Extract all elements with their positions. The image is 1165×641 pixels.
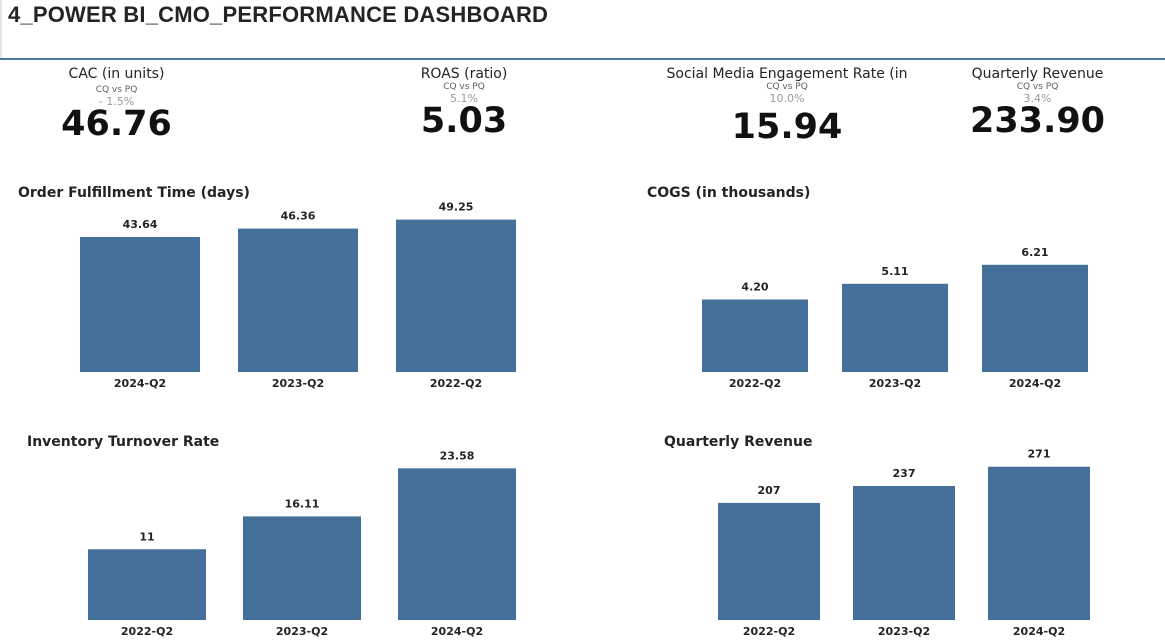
chart-svg: 207 2022-Q2 237 2023-Q2 271 2024-Q2 [718, 448, 1090, 638]
chart-title: COGS (in thousands) [647, 185, 811, 201]
kpi-change: - 1.5% [98, 95, 135, 108]
cogs-chart[interactable]: COGS (in thousands) 4.20 2022-Q2 5.11 2023-… [585, 180, 1165, 395]
page-title: 4_POWER BI_CMO_PERFORMANCE DASHBOARD [8, 2, 549, 27]
bar-2023-Q2[interactable] [853, 485, 955, 620]
x-tick-label: 2023-Q2 [878, 625, 930, 638]
bar-2023-Q2[interactable] [842, 283, 948, 372]
kpi-title: CAC (in units) [68, 66, 165, 82]
kpi-value: 233.90 [969, 101, 1106, 141]
bar-2024-Q2[interactable] [982, 264, 1088, 372]
kpi-value: 5.03 [420, 101, 508, 141]
bar-2022-Q2[interactable] [88, 549, 206, 620]
kpi-title: ROAS (ratio) [420, 66, 508, 82]
inventory-turnover-chart[interactable]: Inventory Turnover Rate 11 2022-Q2 16.11 20… [0, 428, 580, 641]
data-label: 16.11 [285, 497, 320, 510]
order-fulfillment-chart[interactable]: Order Fulfillment Time (days) 43.64 2024-… [0, 180, 580, 395]
kpi-title: Quarterly Revenue [971, 66, 1104, 82]
kpi-change: 3.4% [1023, 92, 1052, 105]
chart-svg: 4.20 2022-Q2 5.11 2023-Q2 6.21 2024-Q2 [702, 246, 1088, 390]
kpi-change: 10.0% [769, 92, 805, 105]
data-label: 5.11 [881, 265, 908, 278]
kpi-compare-label: CQ vs PQ [1016, 82, 1059, 92]
chart-svg: 43.64 2024-Q2 46.36 2023-Q2 49.25 2022-Q2 [80, 201, 516, 390]
x-tick-label: 2024-Q2 [114, 377, 166, 390]
bar-2024-Q2[interactable] [398, 468, 516, 620]
data-label: 43.64 [123, 218, 158, 231]
bar-2022-Q2[interactable] [396, 219, 516, 372]
chart-title: Quarterly Revenue [664, 434, 813, 450]
bar-2024-Q2[interactable] [988, 466, 1090, 620]
data-label: 271 [1028, 448, 1051, 461]
bar-2023-Q2[interactable] [243, 516, 361, 620]
kpi-card-cac[interactable]: CAC (in units) CQ vs PQ - 1.5% 46.76 [60, 66, 173, 142]
x-tick-label: 2024-Q2 [1009, 377, 1061, 390]
data-label: 46.36 [281, 210, 316, 223]
quarterly-revenue-chart[interactable]: Quarterly Revenue 207 2022-Q2 237 2023-Q2 27… [585, 428, 1165, 641]
data-label: 23.58 [440, 449, 475, 462]
x-tick-label: 2022-Q2 [729, 377, 781, 390]
x-tick-label: 2023-Q2 [869, 377, 921, 390]
data-label: 207 [758, 484, 781, 497]
data-label: 6.21 [1021, 246, 1048, 259]
x-tick-label: 2023-Q2 [276, 625, 328, 638]
chart-title: Inventory Turnover Rate [27, 434, 220, 450]
chart-title: Order Fulfillment Time (days) [18, 185, 250, 201]
bar-2022-Q2[interactable] [718, 502, 820, 620]
chart-svg: 11 2022-Q2 16.11 2023-Q2 23.58 2024-Q2 [88, 449, 516, 638]
data-label: 11 [139, 530, 154, 543]
x-tick-label: 2022-Q2 [430, 377, 482, 390]
x-tick-label: 2022-Q2 [743, 625, 795, 638]
x-tick-label: 2022-Q2 [121, 625, 173, 638]
x-tick-label: 2024-Q2 [1013, 625, 1065, 638]
bar-2023-Q2[interactable] [238, 228, 358, 372]
kpi-card-quarterly-revenue[interactable]: Quarterly Revenue CQ vs PQ 3.4% 233.90 [955, 66, 1120, 139]
kpi-change: 5.1% [450, 92, 478, 105]
header-divider [0, 58, 1165, 60]
data-label: 237 [893, 467, 916, 480]
kpi-value: 46.76 [61, 104, 172, 144]
kpi-card-social-engagement[interactable]: Social Media Engagement Rate (in CQ vs P… [660, 66, 914, 145]
kpi-compare-label: CQ vs PQ [766, 82, 808, 92]
x-tick-label: 2023-Q2 [272, 377, 324, 390]
bar-2024-Q2[interactable] [80, 236, 200, 372]
kpi-value: 15.94 [731, 107, 843, 145]
kpi-compare-label: CQ vs PQ [95, 85, 138, 95]
kpi-compare-label: CQ vs PQ [443, 82, 485, 92]
data-label: 4.20 [741, 280, 768, 293]
bar-2022-Q2[interactable] [702, 299, 808, 372]
kpi-title: Social Media Engagement Rate (in [666, 66, 908, 82]
data-label: 49.25 [439, 201, 474, 214]
left-edge [0, 0, 2, 60]
x-tick-label: 2024-Q2 [431, 625, 483, 638]
kpi-card-roas[interactable]: ROAS (ratio) CQ vs PQ 5.1% 5.03 [404, 66, 524, 139]
